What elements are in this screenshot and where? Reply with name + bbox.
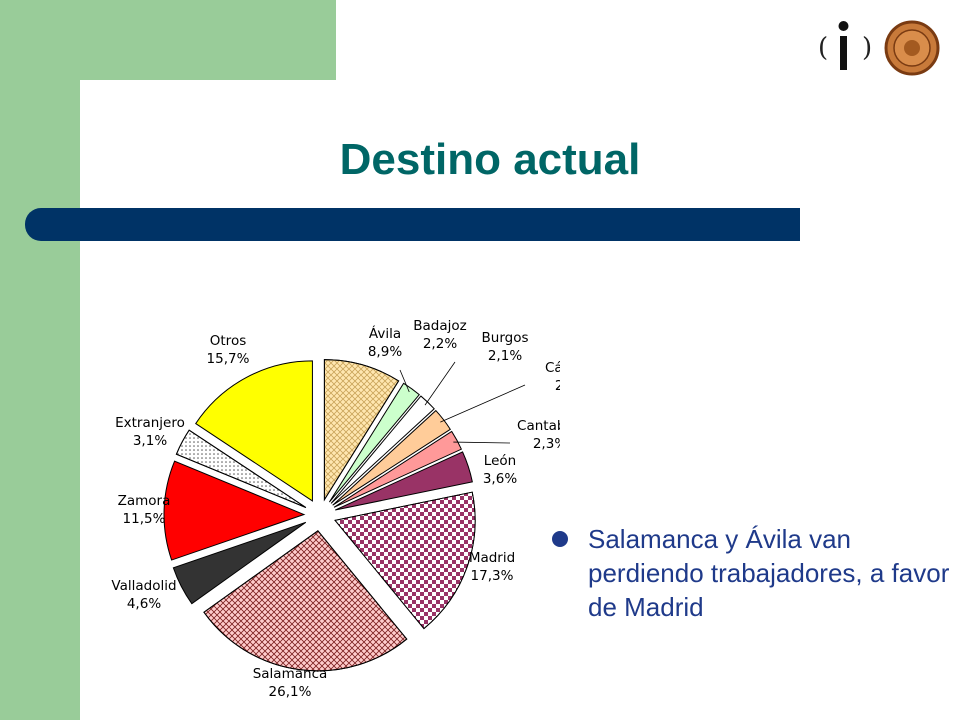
leader-line-cantabria	[453, 441, 511, 444]
slice-label-zamora: Zamora	[118, 493, 171, 509]
slice-value-leon: 3,6%	[483, 471, 517, 487]
leader-line-badajoz	[399, 369, 410, 393]
slice-label-valladolid: Valladolid	[111, 578, 176, 594]
slice-label-burgos: Burgos	[482, 330, 529, 346]
pie-slice-zamora	[163, 460, 306, 561]
slice-label-caceres: Cáceres	[545, 360, 560, 376]
pie-slice-avila-pattern	[323, 359, 400, 502]
slice-value-valladolid: 4,6%	[127, 596, 161, 612]
pie-slice-valladolid	[172, 521, 307, 605]
pie-slice-cantabria	[333, 430, 463, 508]
leader-line-burgos	[424, 361, 456, 406]
bullet-text: Salamanca y Ávila van perdiendo trabajad…	[588, 524, 950, 622]
slice-value-salamanca: 26,1%	[269, 684, 312, 700]
svg-text:(: (	[818, 33, 828, 63]
pie-slice-extranjero-pattern	[175, 429, 307, 508]
pie-slice-badajoz	[328, 382, 420, 503]
content-corner	[80, 80, 160, 160]
leader-line-caceres	[440, 384, 526, 423]
pie-slice-caceres	[332, 409, 452, 506]
title-underline-bar	[25, 208, 800, 241]
bullet-dot-icon	[552, 531, 568, 547]
pie-slice-leon	[335, 451, 473, 511]
slice-value-burgos: 2,1%	[488, 348, 522, 364]
slice-value-badajoz: 2,2%	[423, 336, 457, 352]
slice-label-badajoz: Badajoz	[413, 318, 466, 334]
slice-label-leon: León	[484, 453, 516, 469]
university-logo: ( )	[818, 20, 940, 76]
slice-label-otros: Otros	[210, 333, 246, 349]
svg-text:): )	[862, 33, 872, 63]
slice-value-cantabria: 2,3%	[533, 436, 560, 452]
pie-slice-otros	[195, 360, 313, 502]
slice-label-cantabria: Cantabria	[517, 418, 560, 434]
slice-label-extranjero: Extranjero	[115, 415, 185, 431]
destination-pie-chart: Ávila 8,9% Badajoz 2,2% Burgos 2,1% Cáceres 2,7…	[111, 318, 560, 700]
slice-label-avila: Ávila	[369, 325, 401, 342]
top-band	[80, 0, 336, 80]
slice-label-salamanca: Salamanca	[253, 666, 328, 682]
slice-value-avila: 8,9%	[368, 344, 402, 360]
slice-label-madrid: Madrid	[469, 550, 515, 566]
pie-slice-salamanca-pattern	[203, 530, 408, 672]
slice-value-otros: 15,7%	[207, 351, 250, 367]
slide-title: Destino actual	[339, 135, 641, 184]
slice-value-caceres: 2,7%	[555, 378, 560, 394]
sidebar-band	[0, 0, 80, 720]
pie-slice-madrid-pattern	[334, 491, 476, 630]
pie-slice-burgos	[330, 395, 435, 504]
slice-value-extranjero: 3,1%	[133, 433, 167, 449]
slice-value-zamora: 11,5%	[123, 511, 166, 527]
slice-value-madrid: 17,3%	[471, 568, 514, 584]
